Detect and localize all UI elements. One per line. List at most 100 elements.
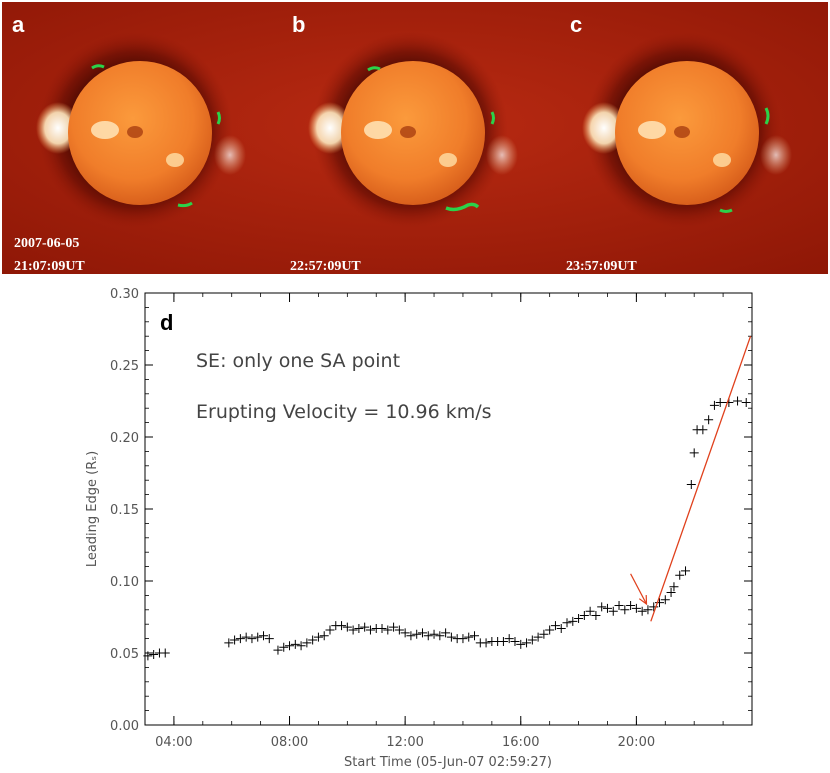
data-point	[360, 622, 370, 632]
panel-time-b: 22:57:09UT	[290, 259, 361, 274]
solar-panel-b: b 22:57:09UT	[290, 12, 518, 274]
arrow-head	[638, 595, 648, 606]
data-point	[285, 641, 295, 651]
data-point	[354, 624, 364, 634]
data-point	[698, 425, 708, 435]
x-tick-label: 20:00	[618, 735, 655, 750]
solar-image-strip: a 2007-06-05 21:07:09UT b 22:57:09UT	[2, 2, 828, 274]
data-point	[446, 632, 456, 642]
eruption-onset-arrow	[630, 573, 648, 606]
fit-line	[650, 335, 752, 622]
data-point	[308, 635, 318, 645]
panel-letter-c: c	[570, 12, 582, 37]
data-point	[264, 634, 274, 644]
data-point	[458, 634, 468, 644]
data-point	[464, 632, 474, 642]
data-point	[383, 625, 393, 635]
data-point	[675, 570, 685, 580]
data-point	[224, 638, 234, 648]
x-tick-label: 04:00	[155, 735, 192, 750]
data-point	[143, 651, 153, 661]
data-point	[394, 625, 404, 635]
data-point	[235, 634, 245, 644]
data-point	[290, 639, 300, 649]
data-point	[435, 631, 445, 641]
solar-panel-c: c 23:57:09UT	[566, 12, 792, 274]
data-point	[608, 606, 618, 616]
y-axis: 0.00 0.05 0.10 0.15 0.20 0.25 0.30	[110, 287, 752, 734]
data-point	[556, 624, 566, 634]
data-point	[377, 624, 387, 634]
data-point	[259, 631, 269, 641]
panel-time-c: 23:57:09UT	[566, 259, 637, 274]
data-point	[626, 600, 636, 610]
data-point	[614, 600, 624, 610]
data-point	[539, 629, 549, 639]
data-point	[389, 622, 399, 632]
data-point	[666, 588, 676, 598]
data-point	[504, 634, 514, 644]
data-point	[417, 628, 427, 638]
data-point	[686, 480, 696, 490]
data-point	[579, 611, 589, 621]
panel-date: 2007-06-05	[14, 236, 79, 251]
data-point	[412, 629, 422, 639]
data-point	[253, 632, 263, 642]
data-point	[149, 649, 159, 659]
x-tick-label: 12:00	[386, 735, 423, 750]
data-point	[637, 606, 647, 616]
data-point	[689, 448, 699, 458]
data-point	[709, 400, 719, 410]
data-point	[302, 638, 312, 648]
data-point	[400, 628, 410, 638]
y-tick-label: 0.00	[110, 719, 139, 734]
data-point	[522, 638, 532, 648]
data-point	[597, 602, 607, 612]
data-point	[319, 631, 329, 641]
data-point	[733, 396, 743, 406]
y-axis-label: Leading Edge (Rₛ)	[85, 451, 100, 567]
data-point	[585, 606, 595, 616]
data-point	[602, 603, 612, 613]
data-point	[550, 621, 560, 631]
data-point	[655, 598, 665, 608]
panel-letter-a: a	[12, 12, 25, 37]
data-point	[273, 645, 283, 655]
data-point	[296, 641, 306, 651]
data-point	[241, 632, 251, 642]
data-point	[649, 602, 659, 612]
data-point	[510, 636, 520, 646]
arrow-shaft	[630, 573, 648, 605]
y-tick-label: 0.25	[110, 359, 139, 374]
annotation-velocity: Erupting Velocity = 10.96 km/s	[196, 401, 492, 423]
y-tick-label: 0.15	[110, 503, 139, 518]
panel-time-a: 21:07:09UT	[14, 259, 85, 274]
data-point	[527, 635, 537, 645]
x-axis: 04:00 08:00 12:00 16:00 20:00	[144, 293, 753, 750]
data-point	[325, 625, 335, 635]
y-tick-label: 0.30	[110, 287, 139, 302]
annotation-sa-point: SE: only one SA point	[196, 350, 400, 372]
data-series	[143, 396, 751, 661]
data-point	[568, 616, 578, 626]
data-point	[715, 397, 725, 407]
data-point	[230, 635, 240, 645]
panel-letter-d: d	[160, 310, 173, 335]
data-point	[660, 595, 670, 605]
data-point	[441, 628, 451, 638]
data-point	[337, 621, 347, 631]
prominence-marker	[91, 64, 105, 70]
data-point	[470, 631, 480, 641]
data-point	[681, 566, 691, 576]
plot-panel-d: 0.00 0.05 0.10 0.15 0.20 0.25 0.30 04:00 08:00 1…	[85, 287, 753, 770]
data-point	[348, 625, 358, 635]
data-point	[591, 611, 601, 621]
data-point	[516, 639, 526, 649]
data-point	[342, 622, 352, 632]
data-point	[406, 631, 416, 641]
data-point	[423, 631, 433, 641]
y-tick-label: 0.05	[110, 647, 139, 662]
panel-letter-b: b	[292, 12, 305, 37]
data-point	[247, 634, 257, 644]
